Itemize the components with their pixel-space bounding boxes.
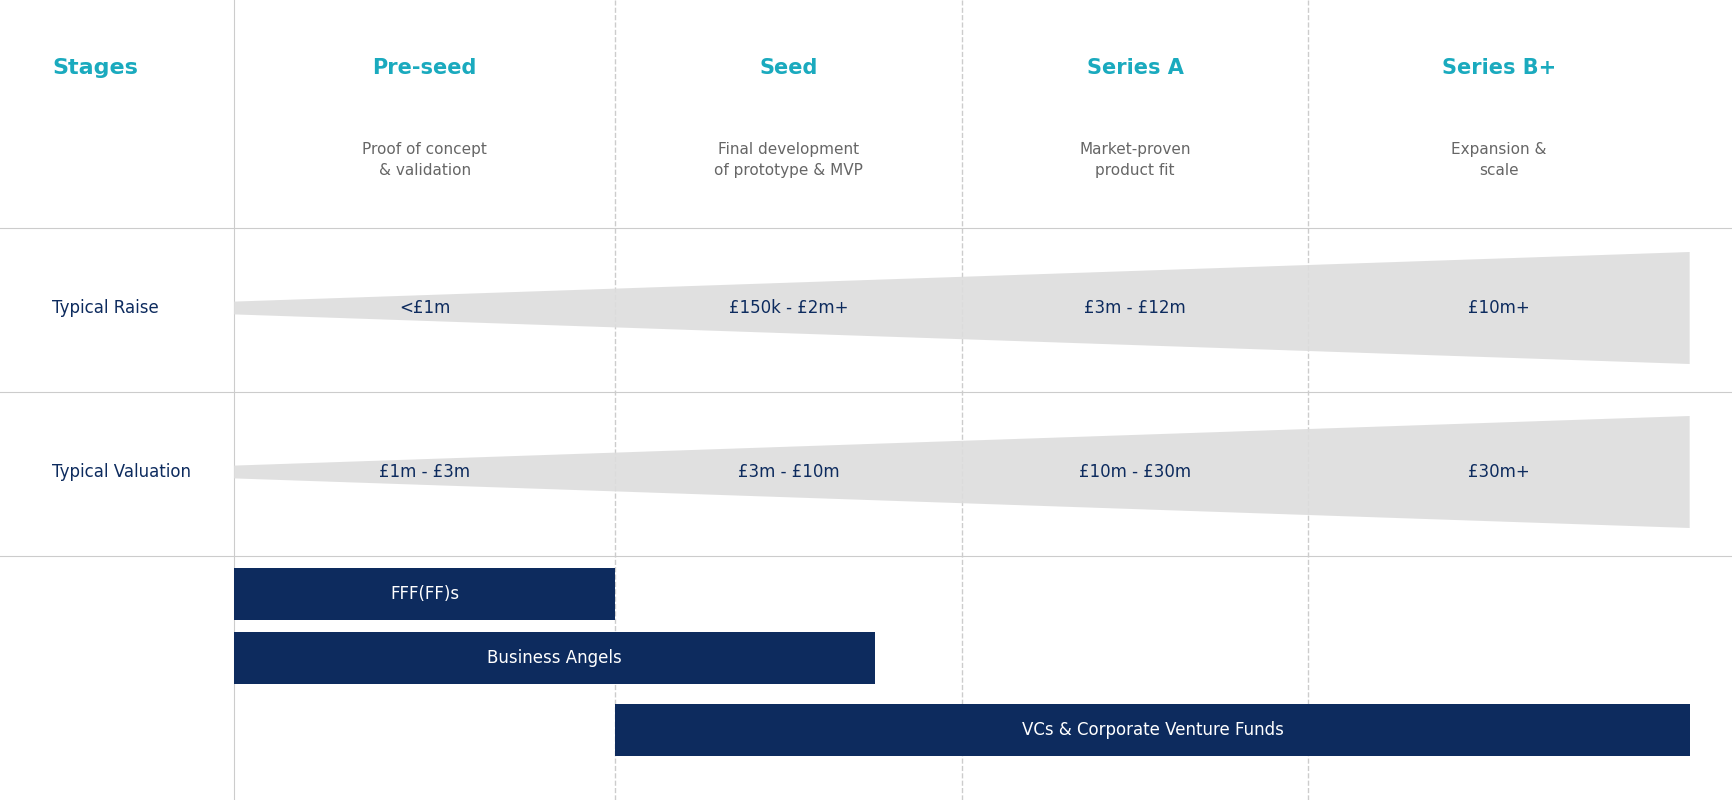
Text: Market-proven
product fit: Market-proven product fit xyxy=(1079,142,1190,178)
Text: Expansion &
scale: Expansion & scale xyxy=(1450,142,1547,178)
Text: Series B+: Series B+ xyxy=(1441,58,1555,78)
Text: <£1m: <£1m xyxy=(398,299,450,317)
FancyBboxPatch shape xyxy=(234,632,875,684)
Text: £1m - £3m: £1m - £3m xyxy=(379,463,469,481)
Text: £3m - £10m: £3m - £10m xyxy=(738,463,838,481)
Text: Typical Raise: Typical Raise xyxy=(52,299,159,317)
Polygon shape xyxy=(234,252,1689,364)
Polygon shape xyxy=(234,416,1689,528)
Text: £30m+: £30m+ xyxy=(1467,463,1529,481)
Text: Stages: Stages xyxy=(52,58,139,78)
Text: £10m+: £10m+ xyxy=(1467,299,1529,317)
Text: Business Angels: Business Angels xyxy=(487,649,622,667)
Text: £10m - £30m: £10m - £30m xyxy=(1079,463,1190,481)
Text: VCs & Corporate Venture Funds: VCs & Corporate Venture Funds xyxy=(1020,721,1283,739)
Text: Seed: Seed xyxy=(759,58,818,78)
Text: Series A: Series A xyxy=(1086,58,1183,78)
Text: £150k - £2m+: £150k - £2m+ xyxy=(729,299,847,317)
Text: Final development
of prototype & MVP: Final development of prototype & MVP xyxy=(714,142,863,178)
Text: FFF(FF)s: FFF(FF)s xyxy=(390,585,459,603)
FancyBboxPatch shape xyxy=(234,568,615,620)
Text: Pre-seed: Pre-seed xyxy=(372,58,476,78)
Text: Typical Valuation: Typical Valuation xyxy=(52,463,191,481)
FancyBboxPatch shape xyxy=(615,704,1689,756)
Text: Proof of concept
& validation: Proof of concept & validation xyxy=(362,142,487,178)
Text: £3m - £12m: £3m - £12m xyxy=(1084,299,1185,317)
